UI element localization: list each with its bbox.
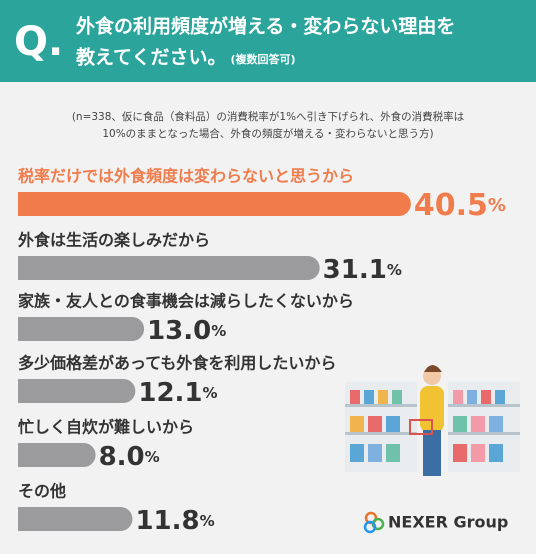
value-label: 12.1%	[138, 378, 217, 408]
subtitle: (複数回答可)	[230, 52, 295, 66]
note-line: 10%のままとなった場合、外食の頻度が増える・変わらないと思う方)	[102, 127, 433, 140]
question-mark: Q.	[14, 19, 63, 65]
category-label: その他	[18, 482, 66, 501]
category-label: 税率だけでは外食頻度は変わらないと思うから	[18, 167, 354, 186]
title-line: 教えてください。	[76, 46, 226, 69]
illustration	[345, 365, 520, 476]
note-line: (n=338、仮に食品（食料品）の消費税率が1%へ引き下げられ、外食の消費税率は	[72, 110, 464, 123]
value-label: 11.8%	[135, 506, 214, 536]
bar	[18, 379, 136, 403]
category-label: 忙しく自炊が難しいから	[18, 418, 194, 437]
bar	[18, 192, 411, 216]
title-line: 外食の利用頻度が増える・変わらない理由を	[76, 15, 455, 38]
logo-text: NEXER Group	[388, 513, 508, 532]
value-label: 31.1%	[323, 255, 402, 285]
header-band	[0, 0, 536, 82]
category-label: 外食は生活の楽しみだから	[17, 231, 210, 250]
value-label: 8.0%	[99, 442, 160, 472]
category-label: 多少価格差があっても外食を利用したいから	[18, 354, 336, 373]
bar	[18, 507, 133, 531]
bar	[18, 256, 320, 280]
bar	[18, 443, 96, 467]
logo: NEXER Group	[363, 511, 508, 534]
bar	[18, 317, 145, 341]
value-label: 13.0%	[147, 316, 226, 346]
value-label: 40.5%	[414, 188, 506, 223]
category-label: 家族・友人との食事機会は減らしたくないから	[18, 292, 354, 311]
